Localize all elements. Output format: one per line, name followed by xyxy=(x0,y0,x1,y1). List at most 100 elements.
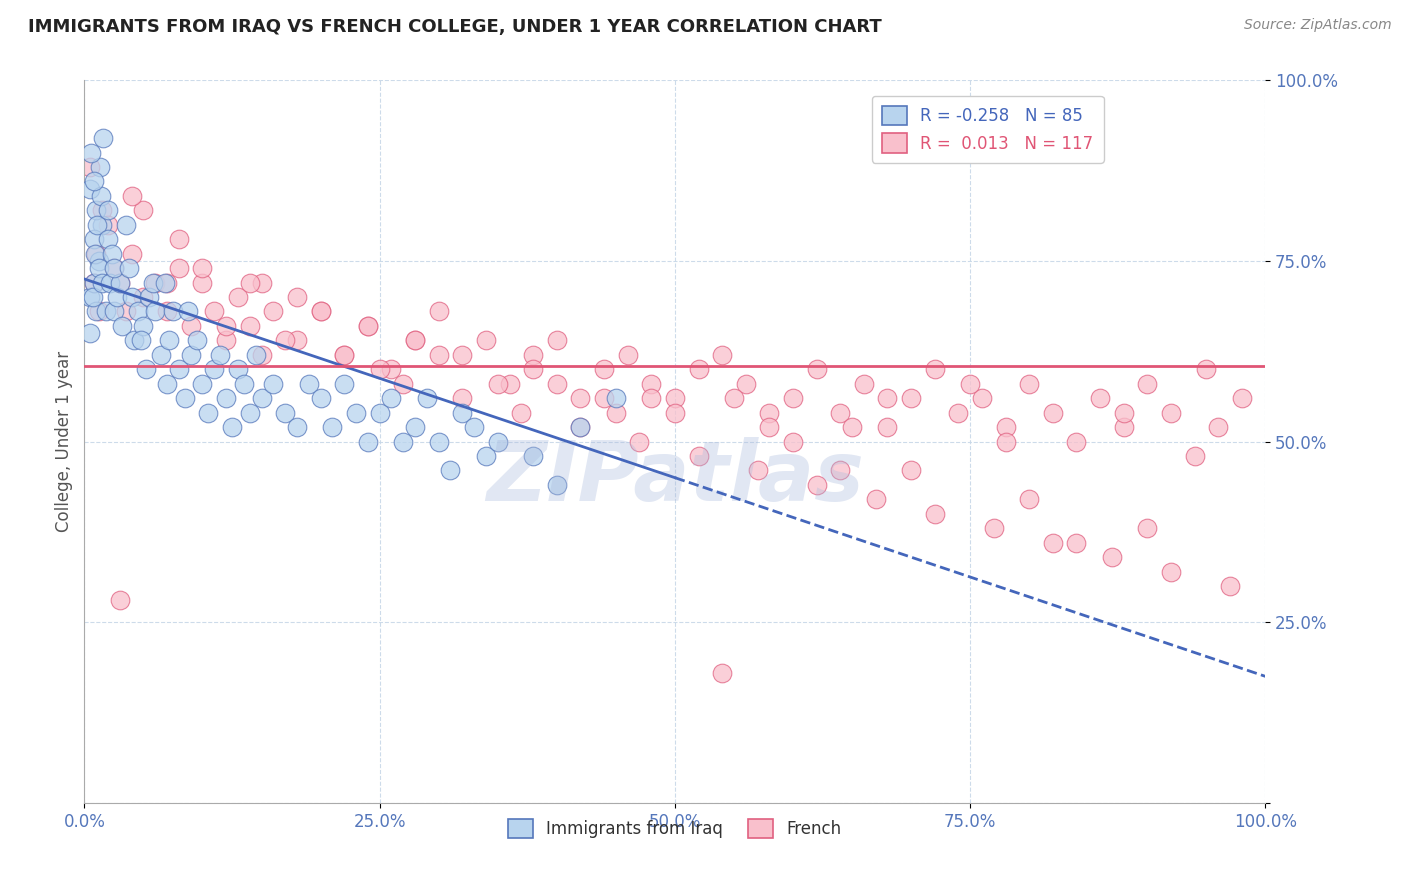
Point xyxy=(900,391,922,405)
Point xyxy=(97,218,120,232)
Point xyxy=(1136,521,1159,535)
Point xyxy=(83,174,105,188)
Y-axis label: College, Under 1 year: College, Under 1 year xyxy=(55,351,73,533)
Point xyxy=(111,318,134,333)
Point xyxy=(127,304,149,318)
Point xyxy=(321,420,343,434)
Point xyxy=(250,276,273,290)
Point xyxy=(250,348,273,362)
Point xyxy=(80,145,103,160)
Point xyxy=(427,348,450,362)
Point xyxy=(1042,535,1064,549)
Point xyxy=(132,318,155,333)
Point xyxy=(202,362,225,376)
Text: IMMIGRANTS FROM IRAQ VS FRENCH COLLEGE, UNDER 1 YEAR CORRELATION CHART: IMMIGRANTS FROM IRAQ VS FRENCH COLLEGE, … xyxy=(28,18,882,36)
Point xyxy=(1195,362,1218,376)
Point xyxy=(108,593,131,607)
Point xyxy=(262,376,284,391)
Point xyxy=(1206,420,1229,434)
Point xyxy=(806,362,828,376)
Point xyxy=(100,246,122,260)
Point xyxy=(143,276,166,290)
Point xyxy=(87,253,110,268)
Point xyxy=(191,376,214,391)
Point xyxy=(94,304,117,318)
Point xyxy=(605,406,627,420)
Point xyxy=(84,304,107,318)
Point xyxy=(132,290,155,304)
Point xyxy=(546,334,568,348)
Point xyxy=(994,420,1017,434)
Point xyxy=(79,326,101,340)
Point xyxy=(357,318,380,333)
Point xyxy=(1136,376,1159,391)
Point xyxy=(451,391,474,405)
Point xyxy=(852,376,875,391)
Point xyxy=(250,391,273,405)
Point xyxy=(711,665,734,680)
Point xyxy=(451,348,474,362)
Point xyxy=(475,449,498,463)
Text: ZIPatlas: ZIPatlas xyxy=(486,437,863,518)
Point xyxy=(103,261,125,276)
Point xyxy=(522,348,544,362)
Point xyxy=(87,304,110,318)
Point xyxy=(153,276,176,290)
Point xyxy=(226,362,249,376)
Point xyxy=(97,203,120,218)
Point xyxy=(239,406,262,420)
Point xyxy=(87,261,110,276)
Point xyxy=(83,276,105,290)
Point xyxy=(1066,535,1088,549)
Point xyxy=(734,376,756,391)
Point xyxy=(640,391,662,405)
Point xyxy=(392,376,415,391)
Point xyxy=(83,232,105,246)
Point xyxy=(664,406,686,420)
Point xyxy=(232,376,254,391)
Point xyxy=(274,334,297,348)
Point xyxy=(150,348,173,362)
Point xyxy=(1101,550,1123,565)
Point xyxy=(162,304,184,318)
Point xyxy=(108,276,131,290)
Point xyxy=(285,334,308,348)
Point xyxy=(142,276,165,290)
Point xyxy=(830,463,852,477)
Point xyxy=(215,391,238,405)
Point xyxy=(782,391,804,405)
Point xyxy=(215,318,238,333)
Point xyxy=(1112,406,1135,420)
Point xyxy=(640,376,662,391)
Point xyxy=(121,290,143,304)
Point xyxy=(167,232,190,246)
Point xyxy=(135,362,157,376)
Point xyxy=(747,463,769,477)
Point xyxy=(628,434,651,449)
Point xyxy=(427,304,450,318)
Point xyxy=(103,304,125,318)
Point xyxy=(380,362,402,376)
Point xyxy=(876,420,898,434)
Point xyxy=(191,261,214,276)
Point xyxy=(404,334,426,348)
Point xyxy=(245,348,267,362)
Point xyxy=(122,334,145,348)
Point xyxy=(333,348,356,362)
Point xyxy=(262,304,284,318)
Point xyxy=(143,304,166,318)
Point xyxy=(226,290,249,304)
Point xyxy=(91,218,114,232)
Point xyxy=(167,362,190,376)
Point xyxy=(1088,391,1111,405)
Point xyxy=(593,391,616,405)
Point xyxy=(569,391,592,405)
Point xyxy=(1066,434,1088,449)
Point xyxy=(107,290,129,304)
Point xyxy=(180,348,202,362)
Point xyxy=(970,391,993,405)
Legend: Immigrants from Iraq, French: Immigrants from Iraq, French xyxy=(502,813,848,845)
Point xyxy=(215,334,238,348)
Point xyxy=(86,218,108,232)
Point xyxy=(156,304,179,318)
